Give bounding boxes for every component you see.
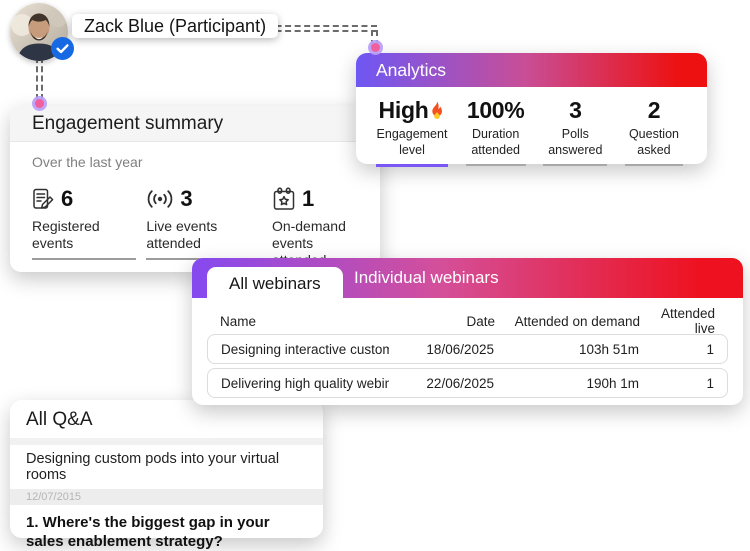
connector-analytics-drop [371, 30, 378, 46]
analytics-card-header: Analytics [356, 53, 707, 87]
table-header-row: Name Date Attended on demand Attended li… [207, 306, 728, 336]
stat-engagement-level: High Engagement level [376, 97, 448, 168]
question-asked-value: 2 [647, 97, 661, 123]
participant-avatar [10, 3, 68, 61]
tab-all-webinars[interactable]: All webinars [207, 267, 343, 298]
duration-attended-label: Duration attended [465, 127, 526, 167]
stat-registered-events: 6 Registered events [32, 186, 137, 277]
webinar-date: 22/06/2025 [426, 375, 494, 391]
check-icon [51, 37, 74, 60]
webinar-live: 1 [706, 341, 714, 357]
column-header-date: Date [466, 313, 495, 329]
stat-duration-attended: 100% Duration attended [465, 97, 526, 167]
connector-avatar-to-engagement [36, 57, 43, 100]
analytics-card: Analytics High Engagement level 100% Dur… [356, 53, 707, 168]
webinar-name: Delivering high quality webinars [221, 375, 389, 391]
question-asked-label: Question asked [624, 127, 683, 167]
webinars-table-card: All webinars Individual webinars Name Da… [192, 258, 743, 405]
webinar-live: 1 [706, 375, 714, 391]
webinar-on-demand: 190h 1m [586, 375, 639, 391]
duration-attended-value: 100% [466, 97, 525, 123]
webinars-tab-bar: All webinars Individual webinars [192, 258, 743, 298]
all-qa-card: All Q&A Designing custom pods into your … [10, 400, 323, 550]
webinar-on-demand: 103h 51m [578, 341, 639, 357]
live-events-label: Live events attended [146, 218, 266, 261]
connector-dot-analytics [371, 43, 380, 52]
connector-name-to-analytics [266, 25, 377, 32]
registered-events-label: Registered events [32, 218, 137, 261]
broadcast-icon [148, 190, 173, 208]
live-events-value: 3 [180, 186, 193, 211]
polls-answered-value: 3 [569, 97, 582, 123]
qa-question: 1. Where's the biggest gap in your sales… [26, 514, 270, 550]
stat-polls-answered: 3 Polls answered [543, 97, 608, 167]
qa-date: 12/07/2015 [10, 489, 323, 505]
column-header-on-demand: Attended on demand [514, 313, 640, 329]
polls-answered-label: Polls answered [543, 127, 608, 167]
on-demand-events-value: 1 [301, 186, 315, 211]
qa-divider [10, 438, 323, 445]
engagement-level-value: High [378, 97, 429, 123]
registration-form-icon [33, 188, 54, 209]
engagement-summary-subtitle: Over the last year [32, 154, 143, 170]
registered-events-value: 6 [61, 186, 74, 211]
engagement-summary-card: Engagement summary Over the last year 6 [10, 106, 380, 278]
tab-individual-webinars[interactable]: Individual webinars [354, 268, 499, 287]
webinar-name: Designing interactive customer experienc… [221, 341, 389, 357]
webinars-table: Name Date Attended on demand Attended li… [192, 298, 743, 398]
table-row[interactable]: Delivering high quality webinars 22/06/2… [207, 368, 728, 398]
avatar-photo-illustration [10, 3, 68, 61]
connector-dot-engagement [35, 99, 44, 108]
calendar-star-icon [273, 186, 295, 210]
stat-question-asked: 2 Question asked [624, 97, 683, 167]
analytics-stats: High Engagement level 100% Duration atte… [356, 87, 707, 168]
participant-name-label: Zack Blue (Participant) [72, 14, 279, 38]
table-row[interactable]: Designing interactive customer experienc… [207, 334, 728, 364]
column-header-live: Attended live [660, 306, 715, 336]
flame-icon [432, 101, 443, 119]
qa-card-title: All Q&A [26, 409, 93, 430]
qa-webinar-name: Designing custom pods into your virtual … [26, 451, 280, 483]
verified-check-badge [51, 37, 74, 60]
engagement-level-label: Engagement level [376, 127, 448, 168]
webinar-date: 18/06/2025 [426, 341, 494, 357]
engagement-summary-title: Engagement summary [10, 106, 380, 142]
column-header-name: Name [220, 313, 257, 329]
